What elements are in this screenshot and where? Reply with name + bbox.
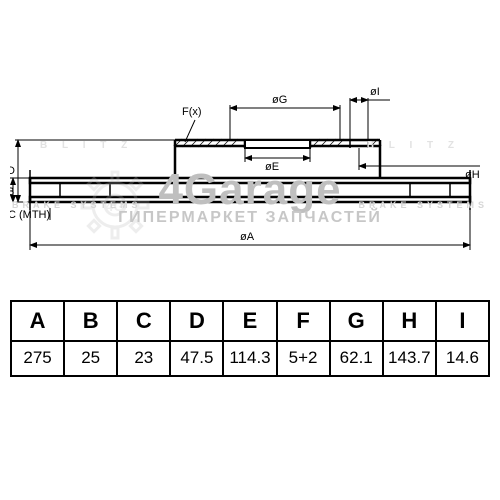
col-H: H	[383, 301, 436, 341]
label-C-MTH: C (MTH)	[10, 209, 50, 221]
label-phiI: øI	[370, 86, 380, 98]
cell-I: 14.6	[436, 341, 489, 375]
table-row: 275 25 23 47.5 114.3 5+2 62.1 143.7 14.6	[11, 341, 489, 375]
label-phiE: øE	[265, 161, 279, 173]
col-C: C	[117, 301, 170, 341]
col-A: A	[11, 301, 64, 341]
label-B: B	[10, 186, 14, 198]
cell-A: 275	[11, 341, 64, 375]
cell-B: 25	[64, 341, 117, 375]
col-E: E	[223, 301, 276, 341]
col-B: B	[64, 301, 117, 341]
label-Fx: F(x)	[182, 106, 202, 118]
cell-G: 62.1	[330, 341, 383, 375]
cell-F: 5+2	[277, 341, 330, 375]
cell-H: 143.7	[383, 341, 436, 375]
table-header-row: A B C D E F G H I	[11, 301, 489, 341]
label-phiA: øA	[240, 231, 255, 243]
col-G: G	[330, 301, 383, 341]
cell-D: 47.5	[170, 341, 223, 375]
label-D: D	[10, 165, 15, 177]
spec-table: A B C D E F G H I 275 25 23 47.5 114.3 5…	[10, 300, 490, 377]
label-phiH: øH	[465, 169, 480, 181]
col-D: D	[170, 301, 223, 341]
label-phiG: øG	[272, 94, 287, 106]
technical-drawing: øG øI F(x) øE øH øA D B C (MTH)	[10, 70, 490, 290]
cell-C: 23	[117, 341, 170, 375]
col-F: F	[277, 301, 330, 341]
cell-E: 114.3	[223, 341, 276, 375]
col-I: I	[436, 301, 489, 341]
